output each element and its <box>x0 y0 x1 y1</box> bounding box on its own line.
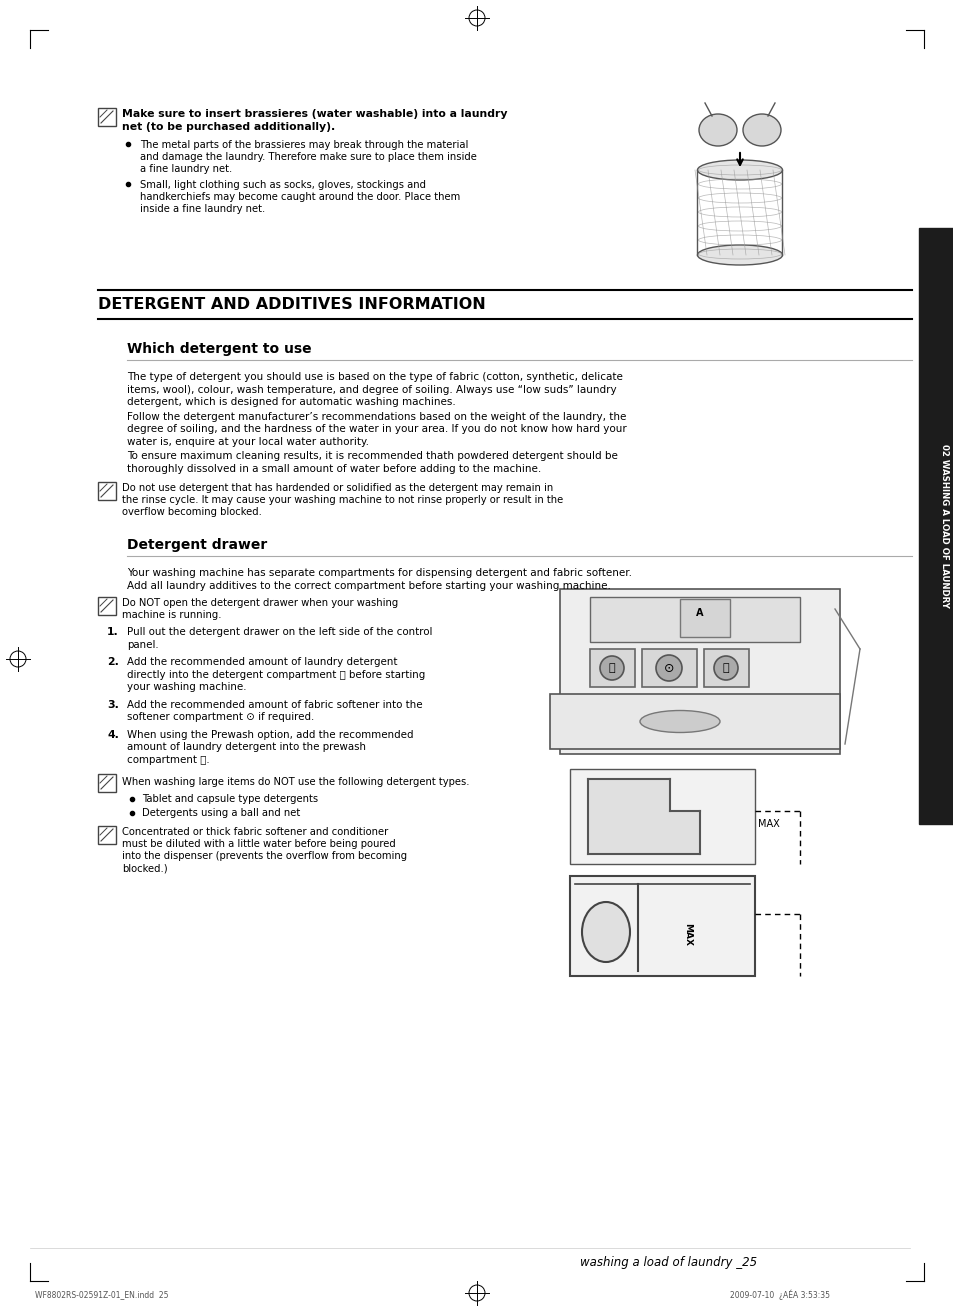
Bar <box>98 108 116 126</box>
Bar <box>569 770 754 864</box>
Text: MAX: MAX <box>682 923 692 945</box>
Text: 2009-07-10  ¿AÉA 3:53:35: 2009-07-10 ¿AÉA 3:53:35 <box>729 1290 829 1301</box>
Text: Concentrated or thick fabric softener and conditioner: Concentrated or thick fabric softener an… <box>122 827 388 836</box>
Text: Detergents using a ball and net: Detergents using a ball and net <box>142 808 300 818</box>
Text: Tablet and capsule type detergents: Tablet and capsule type detergents <box>142 794 317 804</box>
Text: washing a load of laundry _25: washing a load of laundry _25 <box>579 1256 757 1269</box>
Text: water is, enquire at your local water authority.: water is, enquire at your local water au… <box>127 437 369 447</box>
Text: Add all laundry additives to the correct compartment before starting your washin: Add all laundry additives to the correct… <box>127 581 610 590</box>
Text: DETERGENT AND ADDITIVES INFORMATION: DETERGENT AND ADDITIVES INFORMATION <box>98 298 485 312</box>
Bar <box>569 876 754 975</box>
Text: Follow the detergent manufacturer’s recommendations based on the weight of the l: Follow the detergent manufacturer’s reco… <box>127 412 626 422</box>
Text: detergent, which is designed for automatic washing machines.: detergent, which is designed for automat… <box>127 397 456 406</box>
Ellipse shape <box>581 902 629 962</box>
Text: blocked.): blocked.) <box>122 863 168 873</box>
Text: 3.: 3. <box>107 700 119 709</box>
Text: Add the recommended amount of laundry detergent: Add the recommended amount of laundry de… <box>127 657 397 667</box>
Text: handkerchiefs may become caught around the door. Place them: handkerchiefs may become caught around t… <box>140 191 459 202</box>
Text: thoroughly dissolved in a small amount of water before adding to the machine.: thoroughly dissolved in a small amount o… <box>127 464 540 473</box>
Text: The type of detergent you should use is based on the type of fabric (cotton, syn: The type of detergent you should use is … <box>127 372 622 382</box>
Circle shape <box>599 656 623 680</box>
Text: your washing machine.: your washing machine. <box>127 682 246 692</box>
Bar <box>98 597 116 615</box>
Text: The metal parts of the brassieres may break through the material: The metal parts of the brassieres may br… <box>140 140 468 149</box>
Text: softener compartment ⊙ if required.: softener compartment ⊙ if required. <box>127 712 314 722</box>
Text: compartment ⓘ.: compartment ⓘ. <box>127 755 210 764</box>
Text: To ensure maximum cleaning results, it is recommended thath powdered detergent s: To ensure maximum cleaning results, it i… <box>127 451 618 461</box>
Ellipse shape <box>699 114 737 146</box>
Bar <box>918 228 953 825</box>
Bar <box>641 649 697 687</box>
Text: ⓘ: ⓘ <box>608 663 615 673</box>
Text: When using the Prewash option, add the recommended: When using the Prewash option, add the r… <box>127 729 413 739</box>
Bar <box>98 482 116 499</box>
Text: ⓘ: ⓘ <box>722 663 728 673</box>
Text: Add the recommended amount of fabric softener into the: Add the recommended amount of fabric sof… <box>127 700 422 709</box>
Text: amount of laundry detergent into the prewash: amount of laundry detergent into the pre… <box>127 742 366 753</box>
Bar <box>589 649 635 687</box>
Text: Small, light clothing such as socks, gloves, stockings and: Small, light clothing such as socks, glo… <box>140 180 426 190</box>
Text: a fine laundry net.: a fine laundry net. <box>140 164 232 174</box>
Text: Pull out the detergent drawer on the left side of the control: Pull out the detergent drawer on the lef… <box>127 627 432 637</box>
Text: and damage the laundry. Therefore make sure to place them inside: and damage the laundry. Therefore make s… <box>140 152 476 163</box>
Bar <box>703 649 748 687</box>
Text: overflow becoming blocked.: overflow becoming blocked. <box>122 507 262 517</box>
Text: the rinse cycle. It may cause your washing machine to not rinse properly or resu: the rinse cycle. It may cause your washi… <box>122 496 562 505</box>
Text: Make sure to insert brassieres (water washable) into a laundry: Make sure to insert brassieres (water wa… <box>122 109 507 119</box>
Bar <box>550 694 840 749</box>
Text: 2.: 2. <box>107 657 119 667</box>
Bar <box>98 773 116 792</box>
Text: must be diluted with a little water before being poured: must be diluted with a little water befo… <box>122 839 395 850</box>
Text: net (to be purchased additionally).: net (to be purchased additionally). <box>122 122 335 132</box>
Text: degree of soiling, and the hardness of the water in your area. If you do not kno: degree of soiling, and the hardness of t… <box>127 423 626 434</box>
Text: 4.: 4. <box>107 729 119 739</box>
Circle shape <box>713 656 738 680</box>
Text: into the dispenser (prevents the overflow from becoming: into the dispenser (prevents the overflo… <box>122 851 407 861</box>
Text: 1.: 1. <box>107 627 118 637</box>
Text: A: A <box>696 608 703 617</box>
Text: Do NOT open the detergent drawer when your washing: Do NOT open the detergent drawer when yo… <box>122 598 397 608</box>
Text: directly into the detergent compartment ⓘ before starting: directly into the detergent compartment … <box>127 670 425 679</box>
Bar <box>679 599 729 637</box>
Text: panel.: panel. <box>127 640 158 649</box>
Text: WF8802RS-02591Z-01_EN.indd  25: WF8802RS-02591Z-01_EN.indd 25 <box>35 1290 169 1299</box>
Text: Your washing machine has separate compartments for dispensing detergent and fabr: Your washing machine has separate compar… <box>127 568 631 578</box>
Circle shape <box>656 656 681 680</box>
Ellipse shape <box>639 711 720 733</box>
Text: ⊙: ⊙ <box>663 662 674 674</box>
Text: MAX: MAX <box>758 819 779 829</box>
Text: When washing large items do NOT use the following detergent types.: When washing large items do NOT use the … <box>122 777 469 787</box>
Ellipse shape <box>697 160 781 180</box>
Ellipse shape <box>742 114 781 146</box>
Text: items, wool), colour, wash temperature, and degree of soiling. Always use “low s: items, wool), colour, wash temperature, … <box>127 384 616 395</box>
Ellipse shape <box>697 245 781 265</box>
Bar <box>559 589 840 754</box>
Text: inside a fine laundry net.: inside a fine laundry net. <box>140 205 265 214</box>
Text: 02 WASHING A LOAD OF LAUNDRY: 02 WASHING A LOAD OF LAUNDRY <box>940 444 948 608</box>
Text: machine is running.: machine is running. <box>122 610 221 620</box>
Text: Do not use detergent that has hardended or solidified as the detergent may remai: Do not use detergent that has hardended … <box>122 482 553 493</box>
Text: Detergent drawer: Detergent drawer <box>127 538 267 552</box>
Text: Which detergent to use: Which detergent to use <box>127 342 312 357</box>
Bar <box>589 597 800 642</box>
Polygon shape <box>588 780 699 853</box>
Bar <box>98 826 116 844</box>
